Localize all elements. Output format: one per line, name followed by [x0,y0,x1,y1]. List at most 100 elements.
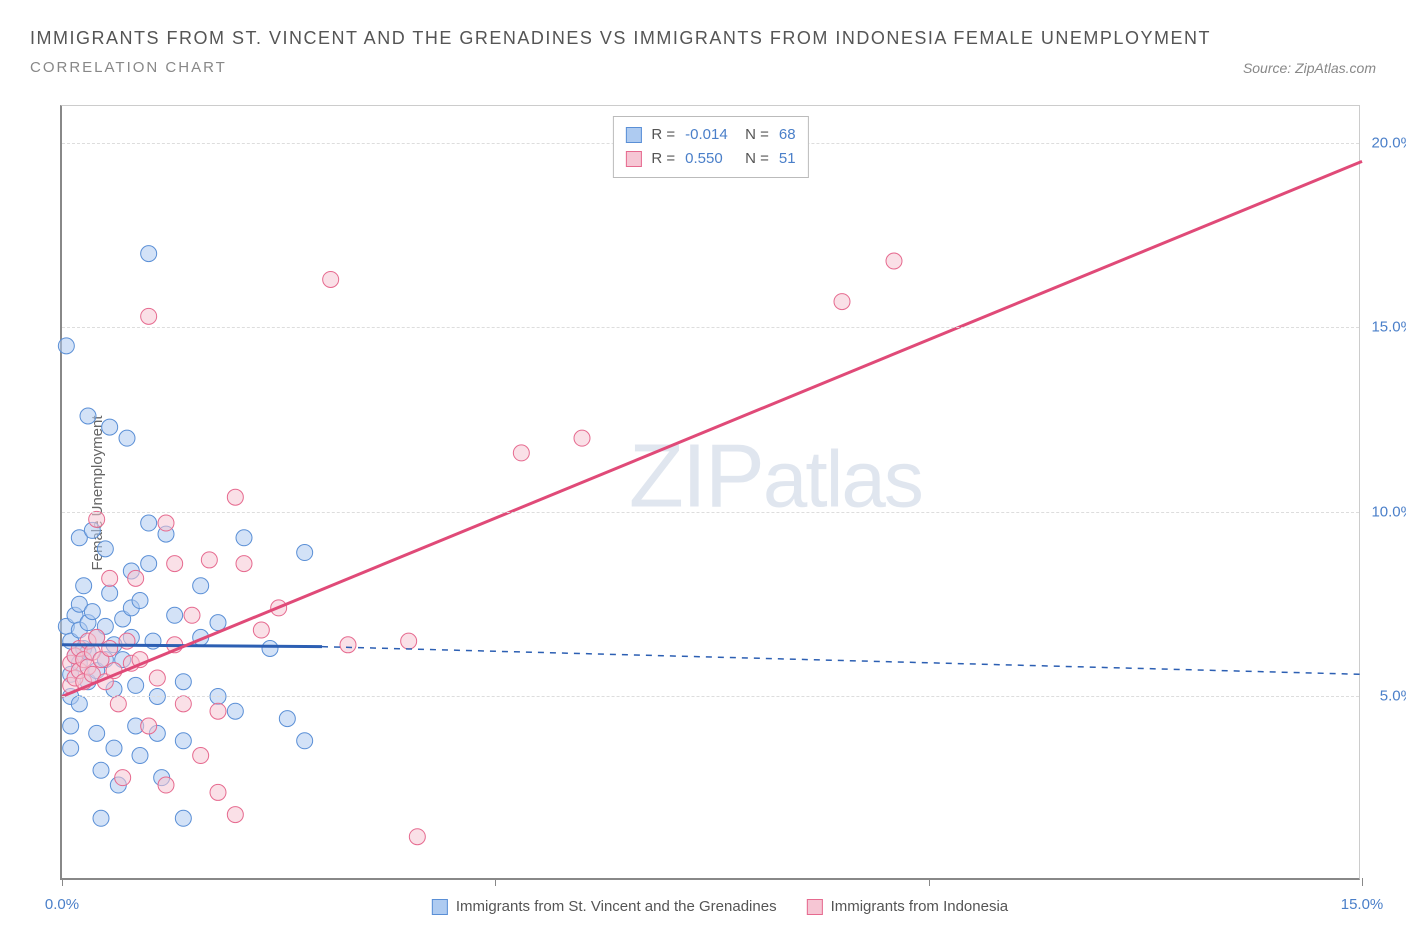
data-point [175,733,191,749]
data-point [167,607,183,623]
stats-legend: R = -0.014 N = 68 R = 0.550 N = 51 [612,116,808,178]
y-tick-label: 5.0% [1380,688,1406,705]
data-point [210,784,226,800]
stats-row-series-b: R = 0.550 N = 51 [625,147,795,171]
x-tick-label: 0.0% [45,896,79,913]
data-point [201,552,217,568]
data-point [141,308,157,324]
data-point [227,807,243,823]
data-point [71,696,87,712]
data-point [89,629,105,645]
legend-item-b: Immigrants from Indonesia [807,898,1009,915]
data-point [297,733,313,749]
y-tick-label: 15.0% [1371,319,1406,336]
data-point [106,740,122,756]
data-point [158,777,174,793]
data-point [184,607,200,623]
data-point [89,725,105,741]
data-point [834,294,850,310]
data-point [158,515,174,531]
legend-label-b: Immigrants from Indonesia [831,898,1009,915]
data-point [193,748,209,764]
data-point [110,696,126,712]
data-point [401,633,417,649]
swatch-series-a [625,127,641,143]
y-tick-label: 20.0% [1371,134,1406,151]
data-point [210,615,226,631]
trend-line-extrapolated [322,647,1362,675]
n-label: N = [745,147,769,171]
data-point [236,530,252,546]
legend-item-a: Immigrants from St. Vincent and the Gren… [432,898,777,915]
data-point [93,810,109,826]
data-point [175,674,191,690]
data-point [886,253,902,269]
data-point [80,408,96,424]
source-label: Source: [1243,60,1291,76]
data-point [227,489,243,505]
source-citation: Source: ZipAtlas.com [1223,60,1376,76]
data-point [102,419,118,435]
data-point [63,740,79,756]
data-point [132,593,148,609]
data-point [102,570,118,586]
n-value-a: 68 [779,123,796,147]
data-point [297,545,313,561]
data-point [279,711,295,727]
y-tick-label: 10.0% [1371,503,1406,520]
plot-svg [62,106,1359,878]
data-point [128,570,144,586]
chart-header: IMMIGRANTS FROM ST. VINCENT AND THE GREN… [0,0,1406,86]
data-point [84,604,100,620]
stats-row-series-a: R = -0.014 N = 68 [625,123,795,147]
chart-subtitle: CORRELATION CHART [30,59,1223,76]
data-point [97,541,113,557]
data-point [149,670,165,686]
data-point [132,748,148,764]
data-point [93,762,109,778]
data-point [102,641,118,657]
data-point [340,637,356,653]
data-point [141,556,157,572]
data-point [175,810,191,826]
r-value-a: -0.014 [685,123,735,147]
data-point [76,578,92,594]
data-point [141,246,157,262]
title-block: IMMIGRANTS FROM ST. VINCENT AND THE GREN… [30,24,1223,76]
source-name: ZipAtlas.com [1295,60,1376,76]
data-point [210,703,226,719]
r-label: R = [651,123,675,147]
data-point [175,696,191,712]
data-point [262,641,278,657]
data-point [227,703,243,719]
swatch-series-b [625,151,641,167]
data-point [141,718,157,734]
x-tick [1362,878,1363,886]
grid-line [62,512,1359,513]
r-value-b: 0.550 [685,147,735,171]
data-point [167,556,183,572]
data-point [63,718,79,734]
bottom-legend: Immigrants from St. Vincent and the Gren… [432,898,1008,915]
x-tick [62,878,63,886]
data-point [115,770,131,786]
data-point [513,445,529,461]
data-point [236,556,252,572]
swatch-series-b [807,899,823,915]
data-point [409,829,425,845]
r-label: R = [651,147,675,171]
x-tick [929,878,930,886]
x-tick-label: 15.0% [1341,896,1384,913]
n-value-b: 51 [779,147,796,171]
data-point [128,677,144,693]
trend-line [62,161,1362,696]
grid-line [62,696,1359,697]
plot-area: ZIPatlas R = -0.014 N = 68 R = 0.550 N =… [60,105,1360,880]
data-point [574,430,590,446]
x-tick [495,878,496,886]
chart-container: Female Unemployment ZIPatlas R = -0.014 … [60,105,1380,880]
data-point [323,271,339,287]
grid-line [62,327,1359,328]
data-point [141,515,157,531]
data-point [119,430,135,446]
